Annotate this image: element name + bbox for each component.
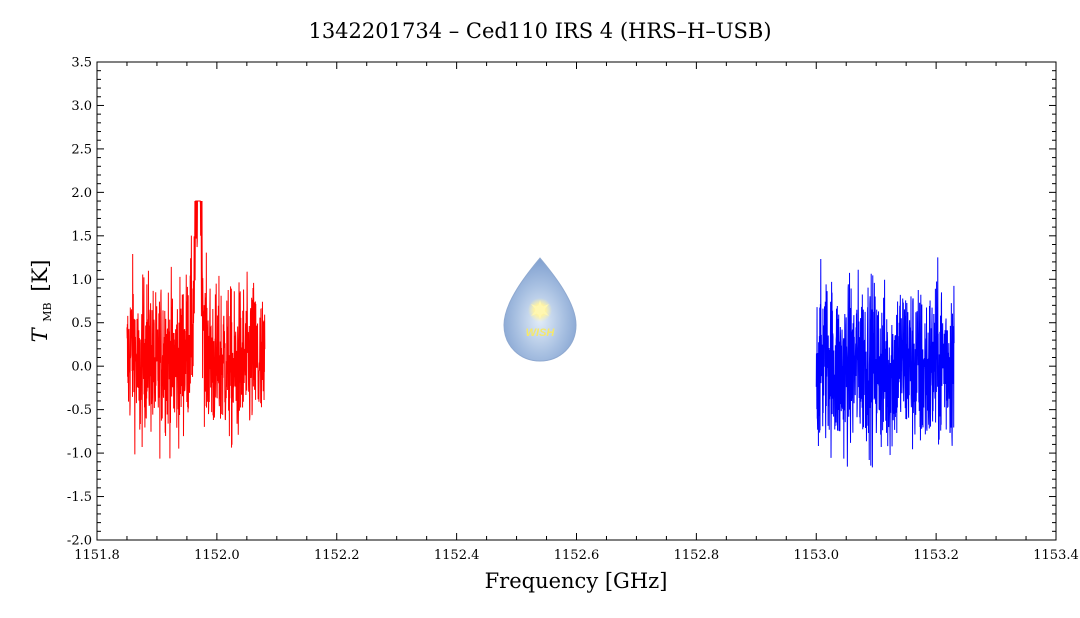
axis-ticks [96,61,1057,541]
spectrum-series-1 [126,200,266,459]
y-tick-label: 2.5 [71,142,92,157]
y-axis-symbol: T [28,326,52,342]
y-tick-label: 0.0 [71,360,92,375]
x-tick-label: 1152.6 [554,548,600,563]
wish-logo: WISH [503,257,577,362]
x-tick-label: 1152.0 [194,548,240,563]
x-tick-label: 1151.8 [74,548,120,563]
y-tick-label: 3.0 [71,99,92,114]
wish-star-icon [531,300,549,320]
plot-frame [96,61,1057,541]
y-tick-label: 0.5 [71,316,92,331]
y-tick-label: 3.5 [71,56,92,71]
wish-logo-text: WISH [526,327,556,339]
y-tick-label: 2.0 [71,186,92,201]
x-tick-label: 1153.2 [913,548,959,563]
x-tick-label: 1153.4 [1033,548,1079,563]
y-tick-labels: -2.0 -1.5 -1.0 -0.5 0.0 0.5 1.0 1.5 2.0 2.5 3.0 3.5 [67,56,92,549]
spectrum-series-2 [815,257,955,468]
y-tick-label: -1.5 [67,490,92,505]
x-tick-label: 1153.0 [794,548,840,563]
y-axis-subscript: MB [41,302,54,321]
y-tick-label: -0.5 [67,403,92,418]
y-tick-label: 1.5 [71,229,92,244]
y-axis-label: T MB [K] [28,260,56,343]
x-axis-label: Frequency [GHz] [485,569,668,593]
x-tick-label: 1152.2 [314,548,360,563]
series-layer [126,200,955,468]
y-axis-unit: [K] [28,260,52,292]
y-tick-label: -1.0 [67,447,92,462]
x-tick-labels: 1151.8 1152.0 1152.2 1152.4 1152.6 1152.8 1153… [74,548,1079,563]
chart-title: 1342201734 – Ced110 IRS 4 (HRS–H–USB) [308,19,771,43]
y-tick-label: -2.0 [67,534,92,549]
y-tick-label: 1.0 [71,273,92,288]
x-tick-label: 1152.8 [674,548,720,563]
x-tick-label: 1152.4 [434,548,480,563]
